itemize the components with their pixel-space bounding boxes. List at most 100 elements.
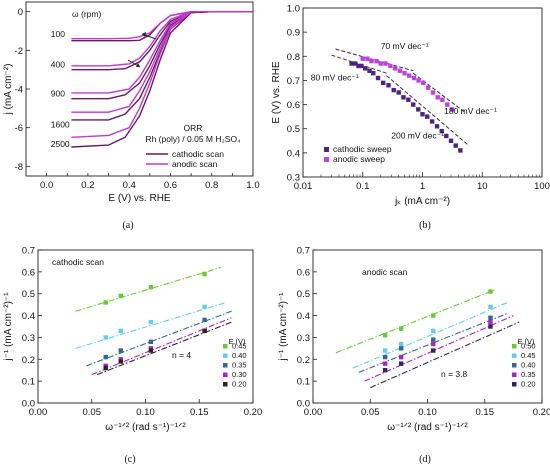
b-fit-line-2	[335, 48, 414, 72]
omega-header: ω (rpm)	[72, 9, 101, 19]
a-rpm-label-400: 400	[51, 60, 65, 70]
b-ytick-label-2: 0.5	[287, 124, 300, 135]
c-legend-label-0.30: 0.30	[232, 370, 247, 379]
d-legend-marker-0.40	[512, 363, 517, 368]
b-xtick-label-3: 10	[477, 181, 488, 192]
b-ytick-label-7: 1.0	[287, 4, 300, 15]
panel-d-axes: 0.00 0.05 0.10 0.15 0.20 0.0 0.1 0.2 0.3 0.4 0.5 0.…	[278, 246, 550, 434]
b-point-cathodic-24	[458, 148, 463, 153]
c-ytick-label-1: 0.1	[22, 377, 35, 388]
a-curve-900-anodic	[71, 11, 253, 94]
b-point-anodic-5	[383, 61, 388, 66]
b-point-cathodic-12	[401, 95, 406, 100]
panel-c-n-label: n = 4	[172, 350, 191, 360]
b-fit-line-0	[331, 54, 387, 74]
b-point-cathodic-21	[444, 133, 449, 139]
d-point-0.50-2	[431, 313, 436, 318]
c-xtick-label-0: 0.00	[29, 407, 48, 418]
c-point-0.45-0	[103, 300, 108, 305]
a-xtick-label-3: 0.6	[164, 180, 177, 191]
legend-b-cathodic-label: cathodic sweep	[333, 144, 392, 154]
a-ytick-label-4: -8	[15, 162, 23, 173]
d-xtick-label-3: 0.15	[476, 407, 495, 418]
panel-b-points	[349, 56, 463, 153]
d-point-0.20-0	[382, 368, 388, 373]
c-ylabel: j⁻¹ (mA cm⁻²)⁻¹	[3, 292, 14, 362]
panel-b-slope-annotations: 80 mV dec⁻¹ 70 mV dec⁻¹ 180 mV dec⁻¹ 200 mV…	[311, 41, 497, 140]
d-point-0.20-2	[431, 348, 436, 353]
d-point-0.45-1	[398, 341, 404, 347]
b-point-anodic-1	[365, 56, 370, 61]
b-ytick-label-6: 0.9	[287, 28, 300, 39]
d-xtick-label-1: 0.05	[361, 407, 380, 418]
c-point-0.40-2	[148, 319, 154, 325]
panel-c-axes: 0.00 0.05 0.10 0.15 0.20 0.0 0.1 0.2 0.3 0.4 0.5 0.…	[3, 246, 262, 434]
b-point-anodic-9	[402, 70, 407, 76]
c-legend-marker-0.35	[223, 363, 228, 368]
panel-c-legend: E (V)0.450.400.350.300.20	[223, 337, 247, 389]
b-point-cathodic-22	[448, 138, 454, 143]
a-rpm-label-100: 100	[51, 29, 65, 39]
d-ytick-label-6: 0.6	[297, 267, 310, 278]
b-point-cathodic-18	[429, 119, 435, 124]
b-point-anodic-17	[440, 97, 445, 102]
b-point-anodic-14	[425, 85, 431, 90]
panel-a-axes: 0.0 0.2 0.4 0.6 0.8 1.0 0 -2 -4 -6 -8 j (mA cm⁻²) E …	[3, 1, 260, 204]
legend-b: cathodic sweep anodic sweep	[324, 144, 392, 164]
d-xlabel: ω⁻¹ᐟ² (rad s⁻¹)⁻¹ᐟ²	[387, 422, 468, 433]
c-legend-label-0.20: 0.20	[232, 380, 247, 389]
d-ylabel: j⁻¹ (mA cm⁻²)⁻¹	[278, 292, 289, 362]
panel-b: 0.01 0.1 1 10 100 0.3 0.4 0.5 0.6 0.7 0.8 0.9 1.0 E (…	[271, 4, 550, 232]
b-slope-annotation-0: 80 mV dec⁻¹	[311, 72, 359, 82]
d-xtick-label-0: 0.00	[304, 407, 323, 418]
c-xtick-label-2: 0.10	[136, 407, 155, 418]
c-point-0.40-3	[202, 304, 207, 310]
c-point-0.40-1	[118, 328, 123, 334]
a-rpm-label-900: 900	[51, 89, 65, 99]
panel-d: 0.00 0.05 0.10 0.15 0.20 0.0 0.1 0.2 0.3 0.4 0.5 0.…	[278, 246, 550, 466]
b-fit-line-1	[386, 75, 470, 146]
a-ytick-label-1: -2	[15, 46, 23, 57]
c-xtick-label-1: 0.05	[83, 407, 102, 418]
c-ytick-label-7: 0.7	[22, 246, 35, 257]
panel-b-axes: 0.01 0.1 1 10 100 0.3 0.4 0.5 0.6 0.7 0.8 0.9 1.0 E (…	[271, 4, 550, 208]
b-point-cathodic-4	[363, 66, 368, 71]
d-point-0.45-0	[382, 348, 388, 353]
b-point-anodic-19	[449, 107, 455, 112]
b-ytick-label-3: 0.6	[287, 100, 300, 111]
c-point-0.45-2	[148, 284, 154, 290]
c-point-0.20-3	[202, 328, 207, 334]
a-rpm-label-1600: 1600	[51, 120, 70, 130]
b-point-cathodic-14	[411, 102, 416, 107]
b-point-anodic-12	[416, 78, 421, 83]
legend-b-anodic-label: anodic sweep	[333, 154, 385, 164]
panel-c-corner-text: cathodic scan	[52, 257, 104, 267]
panel-c-plot	[75, 266, 232, 376]
c-ytick-label-4: 0.4	[22, 311, 35, 322]
b-ytick-label-1: 0.4	[287, 148, 300, 159]
scan-direction-arrows	[127, 32, 157, 68]
c-fit-line-0.20	[96, 321, 232, 376]
c-legend-marker-0.40	[223, 353, 228, 358]
b-point-cathodic-17	[425, 114, 430, 119]
d-point-0.45-3	[488, 304, 493, 310]
a-ylabel: j (mA cm⁻²)	[3, 64, 14, 116]
b-ytick-label-0: 0.3	[287, 173, 300, 184]
panel-label-c: (c)	[124, 454, 135, 465]
anodic-arrowhead	[136, 63, 140, 67]
panel-label-a: (a)	[122, 220, 133, 231]
b-slope-annotation-1: 70 mV dec⁻¹	[381, 41, 429, 51]
c-ytick-label-5: 0.5	[22, 289, 35, 300]
d-point-0.35-1	[398, 354, 404, 360]
a-xtick-label-1: 0.2	[81, 180, 94, 191]
d-point-0.35-3	[488, 319, 493, 325]
b-ytick-label-4: 0.7	[287, 76, 300, 87]
b-point-cathodic-16	[420, 112, 425, 117]
d-ytick-label-4: 0.4	[297, 311, 310, 322]
c-point-0.45-1	[118, 293, 123, 299]
b-point-anodic-18	[445, 102, 450, 107]
b-point-cathodic-5	[367, 68, 372, 73]
panel-d-plot	[335, 288, 520, 389]
b-xtick-label-4: 100	[534, 181, 550, 192]
b-point-cathodic-0	[349, 61, 354, 66]
